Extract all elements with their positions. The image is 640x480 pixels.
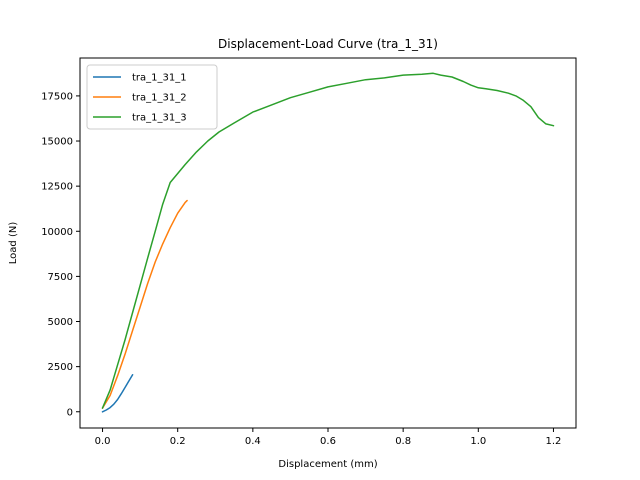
y-tick-label: 2500 bbox=[48, 362, 73, 373]
x-tick-label: 1.2 bbox=[546, 436, 562, 447]
x-tick-label: 0.8 bbox=[395, 436, 411, 447]
y-axis: 0 2500 5000 7500 10000 12500 15000 17500 bbox=[41, 91, 80, 418]
y-tick-label: 10000 bbox=[41, 227, 73, 238]
x-tick-label: 0.6 bbox=[320, 436, 336, 447]
x-axis-label: Displacement (mm) bbox=[278, 459, 377, 470]
plot-area: 0.0 0.2 0.4 0.6 0.8 1.0 1.2 0 2500 5000 7500 10000… bbox=[41, 57, 577, 447]
y-axis-label: Load (N) bbox=[8, 222, 19, 265]
x-axis: 0.0 0.2 0.4 0.6 0.8 1.0 1.2 bbox=[95, 428, 562, 447]
y-tick-label: 5000 bbox=[48, 317, 73, 328]
x-tick-label: 1.0 bbox=[470, 436, 486, 447]
legend-label: tra_1_31_1 bbox=[132, 73, 187, 84]
y-tick-label: 0 bbox=[67, 407, 73, 418]
legend-label: tra_1_31_3 bbox=[132, 113, 187, 124]
chart-title: Displacement-Load Curve (tra_1_31) bbox=[218, 37, 438, 51]
series-line-tra_1_31_2 bbox=[101, 199, 188, 409]
legend: tra_1_31_1 tra_1_31_2 tra_1_31_3 bbox=[86, 64, 218, 130]
series-lines bbox=[101, 72, 555, 413]
x-tick-label: 0.0 bbox=[95, 436, 111, 447]
legend-box bbox=[86, 64, 218, 130]
legend-label: tra_1_31_2 bbox=[132, 93, 187, 104]
x-tick-label: 0.4 bbox=[245, 436, 261, 447]
y-tick-label: 17500 bbox=[41, 91, 73, 102]
series-line-tra_1_31_3 bbox=[101, 72, 555, 409]
x-tick-label: 0.2 bbox=[170, 436, 186, 447]
series-line-tra_1_31_1 bbox=[101, 374, 134, 413]
y-tick-label: 12500 bbox=[41, 182, 73, 193]
y-tick-label: 7500 bbox=[48, 272, 73, 283]
y-tick-label: 15000 bbox=[41, 137, 73, 148]
